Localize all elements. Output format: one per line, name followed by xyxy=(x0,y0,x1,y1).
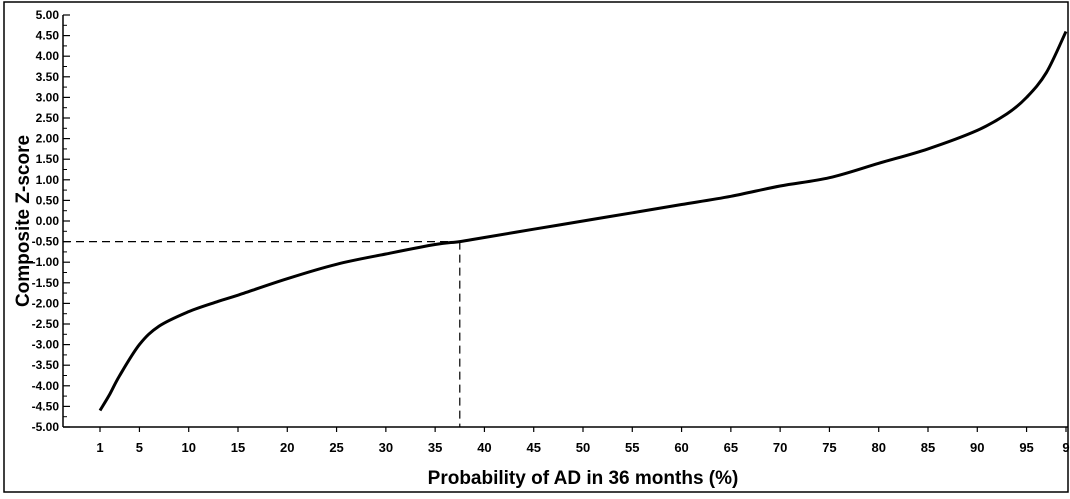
y-tick-label: 4.50 xyxy=(36,29,60,43)
y-tick-label: -5.00 xyxy=(32,420,60,434)
y-tick-label: 3.00 xyxy=(36,90,60,104)
x-tick-label: 1 xyxy=(96,440,103,455)
y-tick-label: 0.50 xyxy=(36,193,60,207)
y-tick-label: 5.00 xyxy=(36,8,60,22)
x-tick-label: 10 xyxy=(181,440,195,455)
x-tick-label: 65 xyxy=(724,440,738,455)
x-tick-label: 5 xyxy=(136,440,143,455)
x-tick-label: 20 xyxy=(280,440,294,455)
x-tick-label: 35 xyxy=(428,440,442,455)
y-tick-label: -4.00 xyxy=(32,379,60,393)
frame-border xyxy=(3,1,1069,493)
x-tick-label: 75 xyxy=(822,440,836,455)
y-tick-label: -4.50 xyxy=(32,399,60,413)
x-tick-label: 9 xyxy=(1062,440,1069,455)
x-tick-label: 55 xyxy=(625,440,639,455)
y-tick-label: -3.00 xyxy=(32,338,60,352)
y-tick-label: 1.00 xyxy=(36,173,60,187)
x-tick-label: 60 xyxy=(674,440,688,455)
x-tick-label: 40 xyxy=(477,440,491,455)
y-tick-label: 0.00 xyxy=(36,214,60,228)
x-tick-label: 45 xyxy=(526,440,540,455)
y-tick-label: 3.50 xyxy=(36,70,60,84)
x-tick-label: 70 xyxy=(773,440,787,455)
y-tick-label: -2.00 xyxy=(32,296,60,310)
x-axis-title: Probability of AD in 36 months (%) xyxy=(428,468,739,489)
series-layer xyxy=(98,30,1068,412)
series-line xyxy=(98,30,1068,412)
y-tick-label: 2.50 xyxy=(36,111,60,125)
x-tick-label: 95 xyxy=(1019,440,1033,455)
x-tick-label: 50 xyxy=(576,440,590,455)
y-tick-label: -2.50 xyxy=(32,317,60,331)
x-tick-label: 80 xyxy=(871,440,885,455)
y-tick-label: -1.50 xyxy=(32,276,60,290)
x-tick-label: 85 xyxy=(921,440,935,455)
x-ticks: 1 5 10 15 20 25 30 35 40 45 50 55 60 65 70 75 80 85 90 95 9 xyxy=(96,427,1070,455)
y-tick-label: -3.50 xyxy=(32,358,60,372)
y-ticks: 5.00 4.50 4.00 3.50 3.00 2.50 2.00 1.50 1.00 0.50… xyxy=(32,8,70,434)
x-tick-label: 15 xyxy=(231,440,245,455)
y-tick-label: -0.50 xyxy=(32,235,60,249)
reference-lines xyxy=(63,241,461,427)
y-tick-label: 1.50 xyxy=(36,152,60,166)
x-tick-label: 30 xyxy=(379,440,393,455)
y-tick-label: 2.00 xyxy=(36,132,60,146)
y-axis-title: Composite Z-score xyxy=(13,135,34,307)
y-tick-label: 4.00 xyxy=(36,49,60,63)
x-tick-label: 90 xyxy=(970,440,984,455)
x-tick-label: 25 xyxy=(329,440,343,455)
y-tick-label: -1.00 xyxy=(32,255,60,269)
